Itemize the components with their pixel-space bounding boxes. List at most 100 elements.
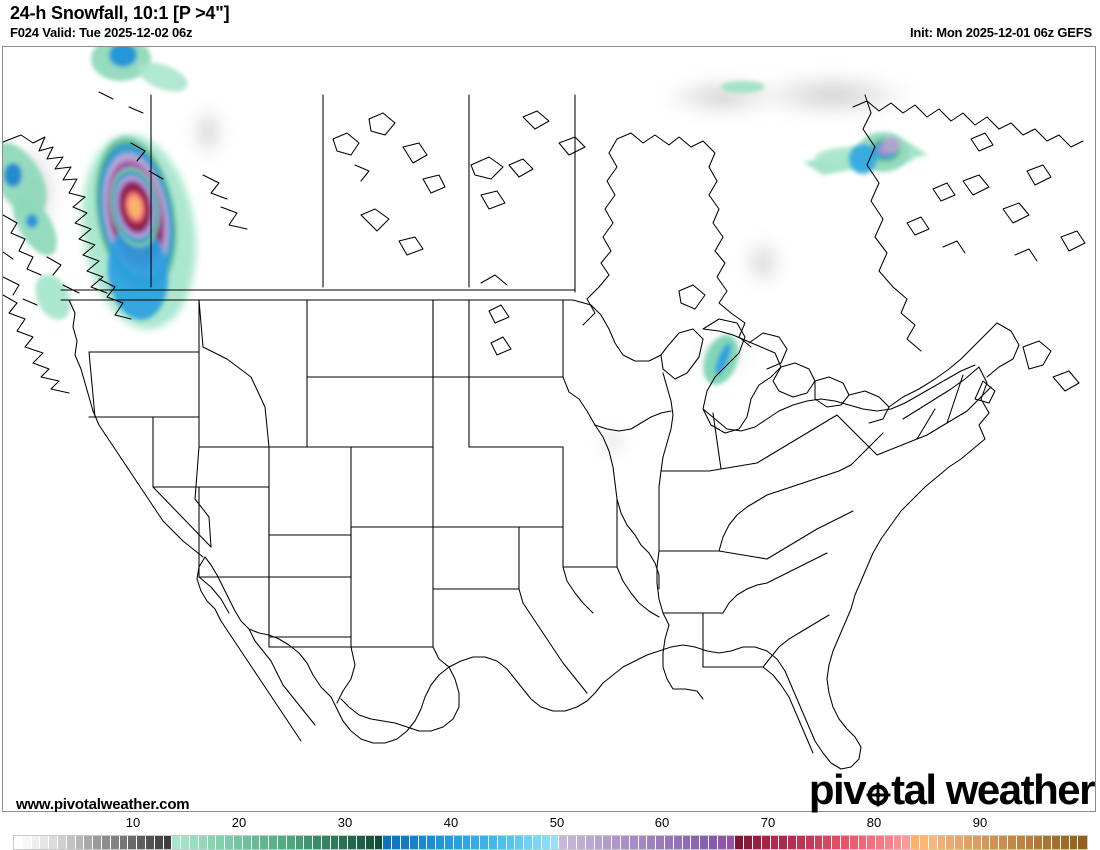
colorbar-cell (251, 836, 261, 849)
colorbar-cell (964, 836, 973, 849)
colorbar-cell (559, 836, 569, 849)
colorbar-cell (691, 836, 701, 849)
colorbar-cell (708, 836, 718, 849)
colorbar-cell (577, 836, 586, 849)
colorbar-tick-labels: 10 20 30 40 50 60 70 80 90 (0, 815, 1100, 833)
colorbar-cell (321, 836, 331, 849)
colorbar-cell (585, 836, 595, 849)
colorbar-cell (647, 836, 657, 849)
alaska-panhandle-band (3, 47, 188, 320)
colorbar-cell (128, 836, 138, 849)
colorbar-cell (225, 836, 234, 849)
colorbar-tick-40: 40 (443, 815, 459, 830)
colorbar-cell (876, 836, 885, 849)
colorbar-cell (673, 836, 683, 849)
colorbar-cell (1034, 836, 1044, 849)
colorbar-cell (181, 836, 190, 849)
geography-layer (3, 91, 1086, 770)
colorbar-cell (260, 836, 270, 849)
colorbar-cell (867, 836, 877, 849)
colorbar-cell (1052, 836, 1061, 849)
colorbar-tick-60: 60 (654, 815, 670, 830)
colorbar-cell (524, 836, 534, 849)
colorbar-cell (401, 836, 410, 849)
colorbar-cell (717, 836, 727, 849)
colorbar-cell (972, 836, 982, 849)
colorbar-tick-20: 20 (231, 815, 247, 830)
colorbar-cell (365, 836, 375, 849)
colorbar-cell (57, 836, 67, 849)
colorbar-cell (858, 836, 868, 849)
colorbar-cell (383, 836, 393, 849)
colorbar-cell (277, 836, 287, 849)
colorbar-cell (75, 836, 85, 849)
colorbar-cell (295, 836, 305, 849)
colorbar-cell (207, 836, 217, 849)
colorbar-cell (330, 836, 340, 849)
colorbar-cell (31, 836, 41, 849)
bc-snowfall-bullseye (81, 134, 197, 330)
colorbar-cell (427, 836, 437, 849)
colorbar-cell (928, 836, 938, 849)
colorbar-cell (805, 836, 815, 849)
colorbar-cell (1060, 836, 1070, 849)
colorbar-cell (568, 836, 577, 849)
colorbar-cell (101, 836, 111, 849)
quebec-core-feature (849, 132, 909, 174)
colorbar-strip[interactable] (13, 835, 1089, 850)
colorbar-cell (823, 836, 833, 849)
colorbar-cell (700, 836, 709, 849)
colorbar-cell (1069, 836, 1079, 849)
colorbar-cell (489, 836, 498, 849)
colorbar-cell (1025, 836, 1035, 849)
colorbar[interactable]: 10 20 30 40 50 60 70 80 90 (0, 815, 1100, 850)
colorbar-cell (154, 836, 164, 849)
map-background (3, 47, 1095, 811)
colorbar-cell (629, 836, 639, 849)
colorbar-cell (726, 836, 736, 849)
colorbar-cell (1008, 836, 1017, 849)
colorbar-cell (981, 836, 991, 849)
colorbar-cell (911, 836, 921, 849)
colorbar-cell (612, 836, 621, 849)
probability-field-layer (3, 47, 928, 456)
colorbar-cell (49, 836, 58, 849)
colorbar-cell (269, 836, 278, 849)
colorbar-cell (656, 836, 665, 849)
colorbar-cell (357, 836, 366, 849)
colorbar-tick-30: 30 (337, 815, 353, 830)
colorbar-cell (1078, 836, 1088, 849)
colorbar-cell (163, 836, 173, 849)
colorbar-cell (374, 836, 384, 849)
colorbar-cell (832, 836, 841, 849)
colorbar-cell (189, 836, 199, 849)
map-canvas[interactable] (3, 47, 1095, 811)
colorbar-cell (348, 836, 358, 849)
colorbar-cell (884, 836, 894, 849)
colorbar-cell (550, 836, 560, 849)
colorbar-cell (66, 836, 76, 849)
colorbar-cell (93, 836, 102, 849)
colorbar-cell (436, 836, 446, 849)
colorbar-cell (796, 836, 806, 849)
colorbar-cell (515, 836, 525, 849)
colorbar-cell (620, 836, 630, 849)
colorbar-cell (735, 836, 745, 849)
colorbar-cell (392, 836, 402, 849)
colorbar-cell (761, 836, 771, 849)
colorbar-cell (40, 836, 50, 849)
colorbar-cell (770, 836, 780, 849)
colorbar-cell (462, 836, 472, 849)
compass-o-icon (865, 781, 891, 807)
colorbar-cell (788, 836, 797, 849)
colorbar-cell (664, 836, 674, 849)
colorbar-cell (14, 836, 23, 849)
colorbar-tick-10: 10 (125, 815, 141, 830)
colorbar-cell (814, 836, 824, 849)
colorbar-cell (638, 836, 648, 849)
colorbar-cell (286, 836, 296, 849)
header-bar: 24-h Snowfall, 10:1 [P >4"] F024 Valid: … (0, 0, 1100, 46)
colorbar-cell (920, 836, 929, 849)
colorbar-cell (752, 836, 762, 849)
weather-map-panel[interactable] (2, 46, 1096, 812)
